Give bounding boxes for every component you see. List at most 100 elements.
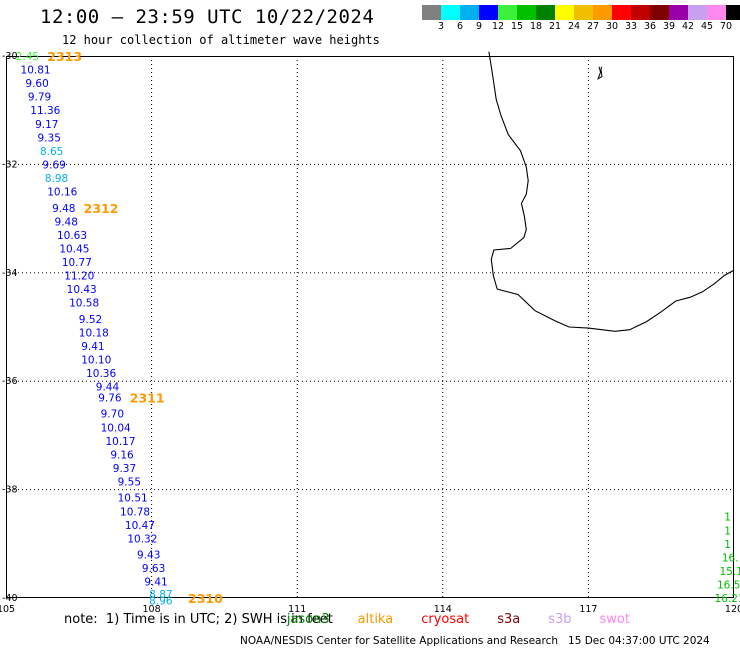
lon-label: 120 xyxy=(725,604,740,615)
legend-swatch xyxy=(574,5,593,20)
wave-height-label: 10.10 xyxy=(81,355,111,367)
legend-label: 27 xyxy=(586,21,600,32)
lon-label: 117 xyxy=(579,604,597,615)
wave-height-label: 9.63 xyxy=(142,563,165,575)
island-outline xyxy=(597,66,603,80)
legend-swatch xyxy=(650,5,669,20)
wave-height-label: 2.45 xyxy=(16,51,39,63)
page-title: 12:00 – 23:59 UTC 10/22/2024 xyxy=(40,6,375,28)
lon-label: 111 xyxy=(288,604,306,615)
wave-height-label: 9.44 xyxy=(96,382,120,394)
satellite-label-swot: swot xyxy=(599,612,630,627)
legend-swatch xyxy=(441,5,460,20)
wave-height-label: 8.65 xyxy=(40,146,63,158)
wave-height-label: 8.98 xyxy=(45,173,68,185)
legend-label: 3 xyxy=(437,21,445,32)
lon-label: 105 xyxy=(0,604,15,615)
page-subtitle: 12 hour collection of altimeter wave hei… xyxy=(62,33,380,47)
legend-label: 45 xyxy=(700,21,714,32)
wave-height-label: 9.52 xyxy=(79,314,102,326)
wave-height-label: 10.18 xyxy=(79,327,109,339)
wave-height-label: 9.70 xyxy=(101,409,124,421)
wave-height-label: 10.04 xyxy=(101,422,131,434)
wave-height-label: 9.41 xyxy=(144,577,167,589)
footer-credit: NOAA/NESDIS Center for Satellite Applica… xyxy=(240,635,710,647)
map-frame xyxy=(6,56,734,598)
wave-height-label: 9.48 xyxy=(55,216,78,228)
wave-height-label: 10.51 xyxy=(118,493,148,505)
satellite-label-cryosat: cryosat xyxy=(421,612,470,627)
satellite-label-s3a: s3a xyxy=(497,612,521,627)
wave-height-label: 9.48 xyxy=(52,203,75,215)
lat-label: -40 xyxy=(2,593,18,604)
legend-label: 12 xyxy=(491,21,505,32)
legend-swatch xyxy=(479,5,498,20)
legend-label: 42 xyxy=(681,21,695,32)
pass-time-label: 2312 xyxy=(84,201,119,216)
wave-height-label: 9.37 xyxy=(113,463,136,475)
legend-swatch xyxy=(422,5,441,20)
wave-height-label: 10.63 xyxy=(57,230,87,242)
notes-line: note: 1) Time is in UTC; 2) SWH is in fe… xyxy=(64,612,630,627)
legend-swatch xyxy=(688,5,707,20)
satellite-label-altika: altika xyxy=(357,612,394,627)
legend-swatch xyxy=(593,5,612,20)
wave-height-label: 10.78 xyxy=(120,506,150,518)
wave-height-label: 10.77 xyxy=(62,257,92,269)
legend-swatch xyxy=(631,5,650,20)
pass-time-label: 2311 xyxy=(130,390,165,405)
wave-height-label: 9.60 xyxy=(25,78,48,90)
wave-height-label: 16. xyxy=(722,552,739,564)
wave-height-label: 10.45 xyxy=(59,243,89,255)
lat-label: -36 xyxy=(2,376,18,387)
wave-height-label: 10.16 xyxy=(47,187,77,199)
legend-label: 21 xyxy=(548,21,562,32)
legend-label: 9 xyxy=(475,21,483,32)
legend-swatch xyxy=(536,5,555,20)
wave-height-label: 9.43 xyxy=(137,550,160,562)
legend-swatch xyxy=(612,5,631,20)
wave-height-label: 11.36 xyxy=(30,105,60,117)
wave-height-label: 9.17 xyxy=(35,119,58,131)
wave-height-label: 10.43 xyxy=(67,284,97,296)
legend-swatch xyxy=(498,5,517,20)
wave-height-label: 9.55 xyxy=(118,476,141,488)
legend-swatch xyxy=(517,5,536,20)
wave-height-label: 1 xyxy=(724,512,731,524)
notes-prefix: note: 1) Time is in UTC; 2) SWH is in fe… xyxy=(64,612,333,627)
wave-height-label: 15.1 xyxy=(719,566,740,578)
wave-height-label: 10.17 xyxy=(105,436,135,448)
legend-swatch xyxy=(555,5,574,20)
legend-label: 36 xyxy=(643,21,657,32)
legend-label: 15 xyxy=(510,21,524,32)
legend-swatch xyxy=(726,5,740,20)
wave-height-label: 11.20 xyxy=(64,271,94,283)
legend-swatch xyxy=(669,5,688,20)
lat-label: -34 xyxy=(2,268,18,279)
wave-height-label: 10.32 xyxy=(127,533,157,545)
wave-height-label: 10.36 xyxy=(86,368,116,380)
legend-label: 30 xyxy=(605,21,619,32)
satellite-label-s3b: s3b xyxy=(548,612,572,627)
wave-height-label: 9.79 xyxy=(28,92,51,104)
wave-height-label: 16.21 xyxy=(715,593,740,605)
wave-height-label: 9.16 xyxy=(110,449,134,461)
lat-label: -32 xyxy=(2,159,18,170)
satellite-label-jason3: jason3 xyxy=(286,612,330,627)
wave-height-label: 8.96 xyxy=(149,596,173,608)
wave-height-label: 10.58 xyxy=(69,298,99,310)
legend-swatch xyxy=(707,5,726,20)
wave-height-label: 1 xyxy=(724,539,731,551)
legend-label: 18 xyxy=(529,21,543,32)
wave-height-label: 10.47 xyxy=(125,520,155,532)
wave-height-label: 1 xyxy=(724,525,731,537)
pass-time-label: 2313 xyxy=(47,49,82,64)
wave-height-label: 8.87 xyxy=(149,589,172,601)
wave-height-label: 9.76 xyxy=(98,392,122,404)
lat-label: -30 xyxy=(2,51,18,62)
australia-coastline xyxy=(488,51,735,332)
lon-label: 108 xyxy=(143,604,161,615)
